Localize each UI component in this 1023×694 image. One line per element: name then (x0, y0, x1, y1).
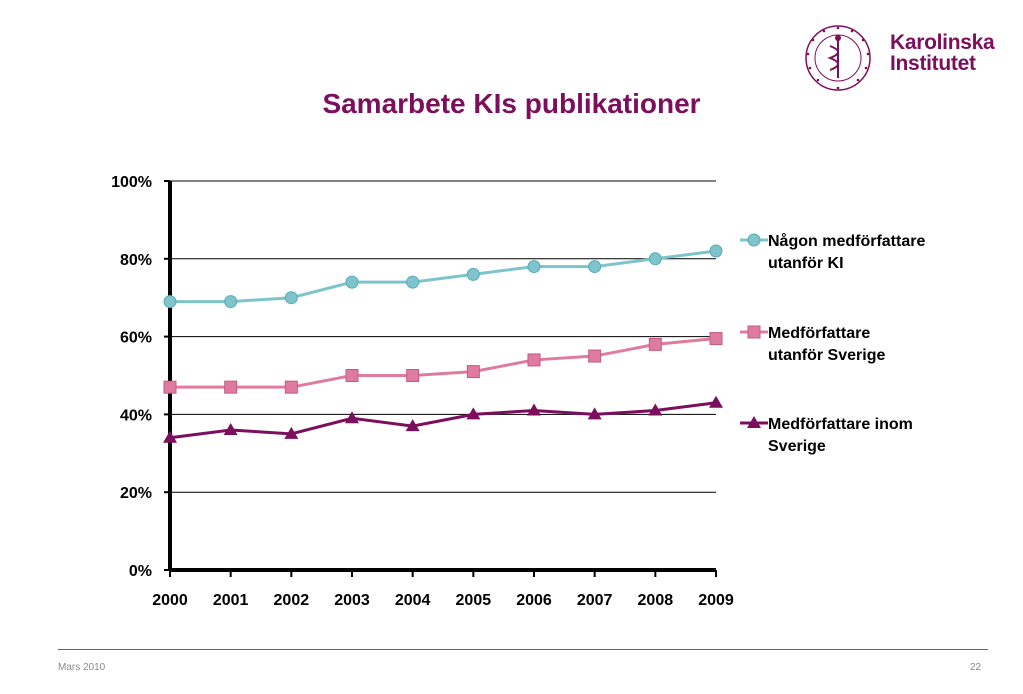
data-point (709, 395, 723, 408)
y-tick-label: 0% (129, 563, 152, 580)
data-point (709, 244, 723, 258)
data-point (224, 380, 238, 394)
y-tick-label: 40% (120, 407, 152, 424)
data-point (648, 403, 663, 416)
x-tick-label: 2005 (456, 592, 492, 609)
x-tick-label: 2000 (152, 592, 188, 609)
slide-title: Samarbete KIs publikationer (322, 88, 701, 119)
page-number: 22 (970, 662, 982, 673)
data-point (587, 407, 602, 420)
y-tick-label: 100% (111, 174, 152, 191)
x-tick-label: 2003 (334, 592, 370, 609)
data-point (224, 295, 238, 309)
y-tick-label: 60% (120, 330, 152, 347)
data-point (588, 349, 602, 363)
x-tick-label: 2007 (577, 592, 613, 609)
x-tick-label: 2008 (638, 592, 674, 609)
data-point (466, 407, 481, 420)
legend-label: utanför KI (768, 255, 844, 272)
data-point (406, 275, 420, 289)
data-point (163, 295, 177, 309)
data-point (466, 365, 480, 379)
x-tick-label: 2006 (516, 592, 552, 609)
data-point (223, 422, 238, 435)
series-line (170, 337, 717, 389)
data-point (588, 260, 602, 274)
legend-label: Någon medförfattare (768, 232, 925, 250)
data-point (648, 337, 662, 351)
series-line (170, 249, 717, 304)
data-point (345, 411, 359, 424)
legend-label: utanför Sverige (768, 347, 885, 364)
data-point (406, 369, 420, 382)
data-point (405, 419, 420, 432)
x-tick-label: 2002 (274, 592, 310, 609)
data-point (345, 275, 359, 289)
logo-wordmark: Karolinska Institutet (890, 31, 995, 75)
data-point (648, 252, 662, 266)
legend-label: Medförfattare inom (768, 416, 913, 433)
data-point (284, 426, 299, 439)
footer-divider (58, 649, 988, 650)
data-point (163, 430, 177, 443)
series-line (169, 401, 717, 440)
data-point (163, 380, 177, 394)
data-point (527, 403, 541, 416)
legend-label: Medförfattare (768, 325, 870, 342)
data-point (527, 260, 541, 274)
footer-date: Mars 2010 (58, 662, 106, 673)
line-chart: 0% 20% 40% 60% 80% 100% 2000 2001 2002 2003 2004 20… (111, 174, 925, 609)
data-point (284, 380, 298, 394)
karolinska-seal-icon (805, 25, 871, 91)
x-tick-label: 2004 (395, 592, 431, 609)
legend-marker (747, 233, 761, 247)
data-point (345, 369, 359, 382)
legend-label: Sverige (768, 438, 826, 455)
data-point (527, 353, 541, 367)
logo-line1: Karolinska (890, 31, 995, 54)
y-tick-label: 80% (120, 252, 152, 269)
data-point (284, 291, 298, 305)
x-tick-label: 2009 (698, 592, 734, 609)
legend-marker (747, 325, 761, 339)
data-point (466, 267, 480, 281)
logo-line2: Institutet (890, 52, 976, 75)
y-tick-label: 20% (120, 485, 152, 502)
legend-marker (747, 416, 761, 428)
data-point (709, 332, 723, 346)
x-tick-label: 2001 (213, 592, 249, 609)
